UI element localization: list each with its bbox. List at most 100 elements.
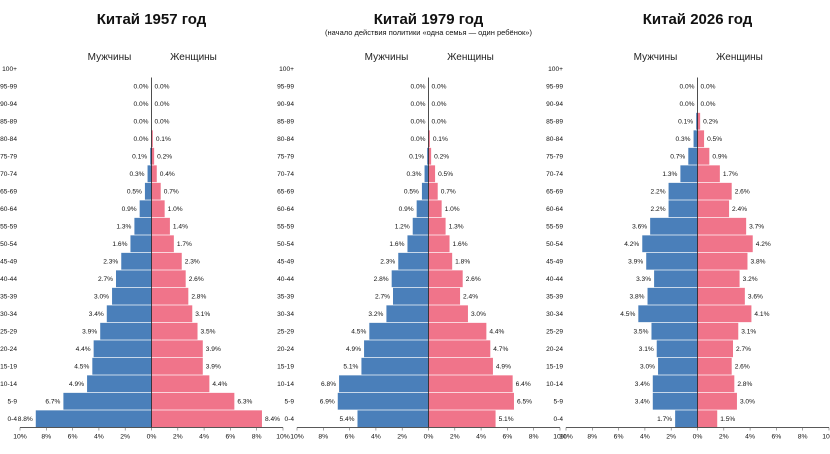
x-tick-label: 10% [13,434,27,441]
female-value-label: 0.7% [441,189,456,196]
female-value-label: 1.3% [449,224,464,231]
age-group-label: 100+ [548,66,563,73]
female-bar [697,200,730,218]
x-tick-label: 8% [318,434,328,441]
female-bar [151,165,157,183]
male-value-label: 0.9% [399,206,414,213]
male-bar [654,270,698,288]
age-group-label: 25-29 [0,329,17,336]
male-bar [386,305,429,323]
male-bar [407,235,429,253]
male-value-label: 8.8% [18,416,33,423]
male-value-label: 3.9% [628,259,643,266]
x-tick-label: 2% [173,434,183,441]
male-value-label: 4.9% [346,346,361,353]
age-group-label: 85-89 [0,119,17,126]
female-value-label: 1.0% [445,206,460,213]
age-group-label: 40-44 [277,276,294,283]
age-group-label: 65-69 [546,189,563,196]
female-bar [697,147,710,165]
female-value-label: 2.8% [191,294,206,301]
male-bar [130,235,152,253]
male-value-label: 0.5% [404,189,419,196]
female-bar [428,270,463,288]
female-value-label: 2.3% [185,259,200,266]
female-value-label: 0.4% [160,171,175,178]
female-value-label: 0.7% [164,189,179,196]
male-value-label: 0.0% [133,136,148,143]
age-group-label: 45-49 [0,259,17,266]
age-group-label: 80-84 [546,136,563,143]
male-value-label: 4.2% [624,241,639,248]
female-bar [697,287,745,305]
female-bar [428,217,446,235]
female-bar [151,200,165,218]
female-bar [428,375,513,393]
female-value-label: 4.9% [496,364,511,371]
x-tick-label: 10% [553,434,567,441]
male-value-label: 0.0% [679,101,694,108]
female-bar [151,375,210,393]
male-value-label: 4.5% [351,329,366,336]
male-bar [675,410,698,428]
age-group-label: 70-74 [0,171,17,178]
age-group-label: 25-29 [546,329,563,336]
female-bar [151,270,186,288]
female-value-label: 3.2% [743,276,758,283]
age-group-label: 45-49 [277,259,294,266]
male-bar [369,322,429,340]
female-bar [697,130,705,148]
age-group-label: 95-99 [0,84,17,91]
female-bar [697,182,732,200]
age-group-label: 70-74 [277,171,294,178]
age-group-label: 95-99 [546,84,563,91]
female-bar [697,392,737,410]
male-value-label: 3.4% [89,311,104,318]
female-bar [151,392,235,410]
age-group-label: 90-94 [277,101,294,108]
female-value-label: 0.5% [438,171,453,178]
male-bar [392,287,429,305]
female-bar [697,165,720,183]
x-tick-label: 2% [397,434,407,441]
x-tick-label: 8% [41,434,51,441]
x-tick-label: 6% [614,434,624,441]
age-group-label: 70-74 [546,171,563,178]
female-value-label: 2.8% [737,381,752,388]
male-value-label: 2.7% [375,294,390,301]
x-tick-label: 0% [147,434,157,441]
female-bar [428,235,450,253]
female-value-label: 1.6% [453,241,468,248]
female-value-label: 3.9% [206,346,221,353]
x-tick-label: 2% [719,434,729,441]
x-tick-label: 4% [640,434,650,441]
male-bar [100,322,152,340]
x-tick-label: 8% [587,434,597,441]
age-group-label: 40-44 [0,276,17,283]
female-value-label: 0.0% [432,84,447,91]
male-value-label: 1.7% [657,416,672,423]
age-group-label: 60-64 [277,206,294,213]
age-group-label: 80-84 [0,136,17,143]
female-bar [151,340,203,358]
male-value-label: 0.0% [133,84,148,91]
right-series-label: Женщины [716,52,763,63]
female-value-label: 3.0% [471,311,486,318]
female-bar [151,147,155,165]
female-bar [428,340,491,358]
x-tick-label: 6% [345,434,355,441]
female-value-label: 4.1% [754,311,769,318]
x-tick-label: 8% [529,434,539,441]
male-bar [112,287,152,305]
male-bar [398,252,429,270]
male-value-label: 0.0% [410,136,425,143]
left-series-label: Мужчины [88,52,132,63]
male-bar [147,165,152,183]
age-group-label: 25-29 [277,329,294,336]
x-tick-label: 6% [502,434,512,441]
female-bar [151,182,161,200]
male-value-label: 0.1% [132,154,147,161]
male-value-label: 0.5% [127,189,142,196]
male-value-label: 0.1% [409,154,424,161]
female-value-label: 0.2% [434,154,449,161]
